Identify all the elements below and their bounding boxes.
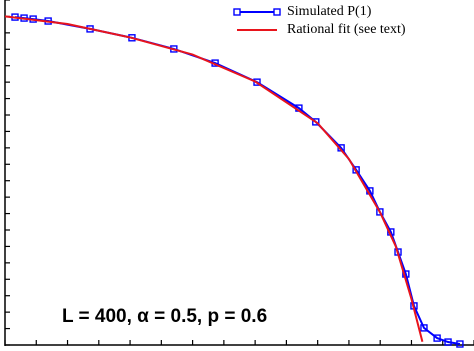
legend-label: Simulated P(1) bbox=[287, 4, 372, 19]
marker bbox=[433, 334, 441, 342]
marker bbox=[420, 324, 428, 332]
series-line bbox=[14, 16, 461, 346]
legend-label: Rational fit (see text) bbox=[287, 22, 406, 37]
annotation: L = 400, α = 0.5, p = 0.6 bbox=[62, 306, 267, 327]
legend-marker bbox=[273, 8, 281, 16]
marker bbox=[376, 208, 384, 216]
marker bbox=[312, 118, 320, 126]
marker bbox=[456, 340, 464, 348]
series-line bbox=[4, 15, 424, 342]
legend-marker bbox=[233, 8, 241, 16]
marker bbox=[253, 78, 261, 86]
marker bbox=[444, 338, 452, 346]
